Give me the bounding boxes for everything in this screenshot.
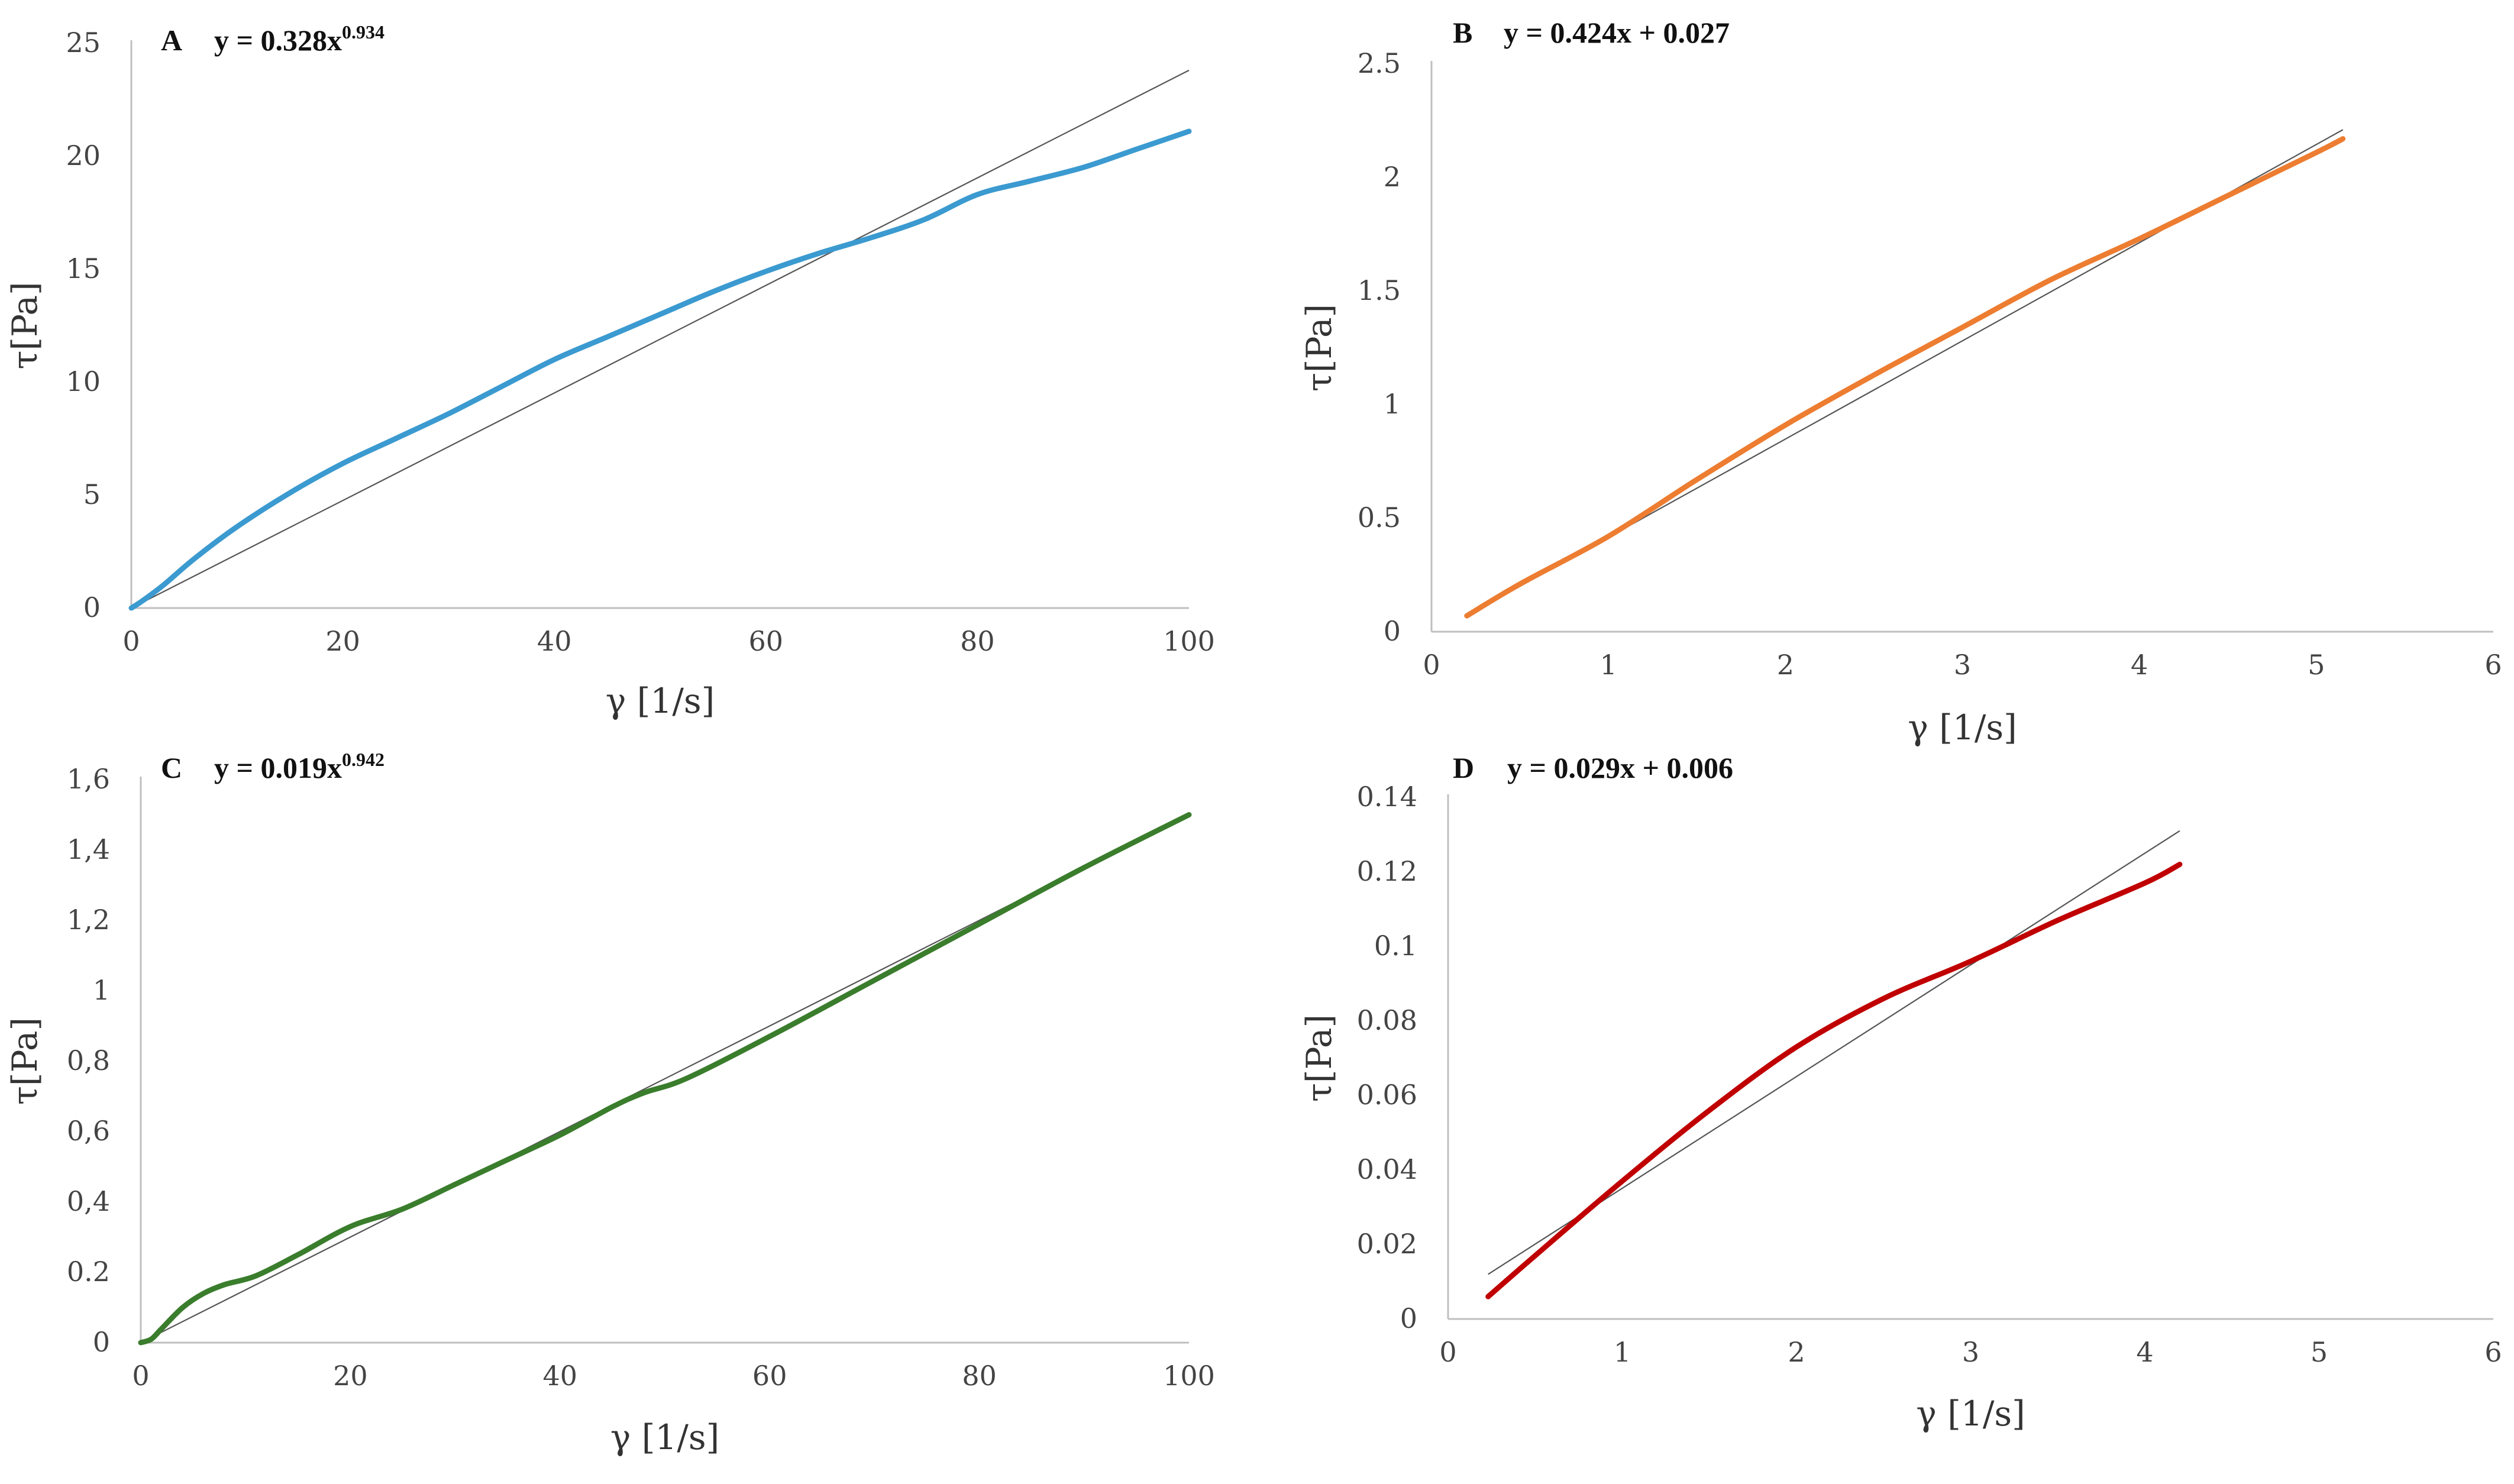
panel-b-x-tick-label: 2 <box>1777 649 1794 681</box>
panel-d-x-tick-label: 3 <box>1962 1336 1979 1368</box>
panel-a-y-tick-label: 10 <box>66 366 101 397</box>
panel-a-y-tick-label: 15 <box>66 253 101 284</box>
panel-d: 0 0.02 0.04 0.06 0.08 0.1 0.12 0.14 0 1 2 3 4 5 6 γ [1/… <box>1299 751 2502 1434</box>
panel-b-y-tick-label: 1 <box>1384 388 1401 420</box>
panel-b-x-axis-title: γ [1/s] <box>1908 707 2017 748</box>
panel-c-y-tick-label: 0,8 <box>67 1045 110 1076</box>
panel-d-equation: y = 0.029x + 0.006 <box>1507 751 1733 784</box>
panel-b-measured-curve <box>1464 136 2346 619</box>
panel-d-y-tick-label: 0.02 <box>1357 1228 1417 1260</box>
panel-a-x-tick-label: 20 <box>325 625 360 657</box>
panel-d-x-axis-title: γ [1/s] <box>1916 1394 2025 1434</box>
panel-b-y-tick-label: 2.5 <box>1358 47 1401 79</box>
panel-c-equation: y = 0.019x0.942 <box>214 749 384 784</box>
panel-a-y-tick-label: 5 <box>83 478 101 510</box>
panel-c: 0 0.2 0,4 0,6 0,8 1 1,2 1,4 1,6 0 20 40 60 80 100 γ [1/… <box>5 749 1215 1457</box>
panel-d-x-tick-label: 2 <box>1788 1336 1805 1368</box>
panel-b-y-tick-label: 1.5 <box>1358 274 1401 306</box>
panel-a-equation: y = 0.328x0.934 <box>214 21 384 57</box>
panel-b-y-tick-label: 0 <box>1384 615 1401 647</box>
panel-d-x-tick-label: 5 <box>2311 1336 2328 1368</box>
panel-c-y-tick-label: 0.2 <box>67 1256 110 1288</box>
panel-a: 0 5 10 15 20 25 0 20 40 60 80 100 γ [1/s] τ[Pa] A y = 0… <box>5 21 1215 721</box>
panel-c-y-tick-label: 1,6 <box>67 763 110 795</box>
panel-a-fit-line <box>131 69 1190 609</box>
panel-b-y-axis-title: τ[Pa] <box>1299 304 1339 392</box>
panel-c-x-tick-label: 80 <box>962 1360 997 1392</box>
panel-d-y-tick-label: 0.06 <box>1357 1079 1417 1111</box>
panel-d-y-tick-label: 0.08 <box>1357 1004 1417 1036</box>
panel-a-x-tick-label: 60 <box>749 625 784 657</box>
panel-a-y-tick-label: 25 <box>66 27 101 59</box>
panel-a-x-tick-label: 80 <box>960 625 995 657</box>
panel-d-y-tick-label: 0.04 <box>1357 1153 1417 1185</box>
panel-c-y-tick-label: 1,2 <box>67 904 110 936</box>
panel-d-measured-curve <box>1485 861 2183 1299</box>
panel-c-y-tick-label: 0 <box>93 1326 110 1358</box>
panel-c-y-axis-title: τ[Pa] <box>5 1017 45 1105</box>
panel-a-measured-curve <box>128 128 1192 611</box>
panel-d-y-tick-label: 0.12 <box>1357 855 1417 887</box>
panel-d-y-tick-label: 0.14 <box>1357 781 1417 813</box>
panel-c-y-tick-label: 0,6 <box>67 1115 110 1147</box>
panel-b-equation: y = 0.424x + 0.027 <box>1504 16 1730 49</box>
panel-b-x-tick-label: 4 <box>2131 649 2148 681</box>
panel-d-y-tick-label: 0.1 <box>1374 930 1417 962</box>
panel-c-x-tick-label: 60 <box>752 1360 787 1392</box>
panel-b: 0 0.5 1 1.5 2 2.5 0 1 2 3 4 5 6 γ [1/s] τ[Pa] B y = 0.42… <box>1299 16 2502 748</box>
panel-d-x-tick-label: 0 <box>1439 1336 1456 1368</box>
panel-b-y-tick-label: 2 <box>1384 161 1401 193</box>
panel-c-y-tick-label: 1 <box>93 974 110 1006</box>
panel-a-y-tick-label: 20 <box>66 140 101 172</box>
panel-d-letter: D <box>1453 751 1474 784</box>
panel-c-x-tick-label: 40 <box>543 1360 578 1392</box>
panel-a-y-tick-label: 0 <box>83 591 101 623</box>
panel-a-x-tick-label: 100 <box>1163 625 1215 657</box>
panel-a-x-tick-label: 0 <box>122 625 140 657</box>
panel-c-x-axis-title: γ [1/s] <box>610 1417 720 1457</box>
panel-c-measured-curve <box>138 812 1192 1346</box>
panel-d-y-axis-title: τ[Pa] <box>1299 1014 1339 1102</box>
panel-c-x-tick-label: 100 <box>1163 1360 1215 1392</box>
panel-c-y-tick-label: 0,4 <box>67 1185 110 1217</box>
panel-c-x-tick-label: 20 <box>333 1360 368 1392</box>
panel-c-x-tick-label: 0 <box>132 1360 149 1392</box>
panel-b-x-tick-label: 6 <box>2484 649 2502 681</box>
panel-d-y-tick-label: 0 <box>1400 1302 1417 1334</box>
panel-d-x-tick-label: 1 <box>1614 1336 1631 1368</box>
panel-a-x-tick-label: 40 <box>537 625 572 657</box>
panel-b-x-tick-label: 0 <box>1423 649 1440 681</box>
panel-b-x-tick-label: 1 <box>1600 649 1617 681</box>
panel-d-x-tick-label: 4 <box>2136 1336 2153 1368</box>
panel-b-letter: B <box>1453 16 1472 49</box>
panel-a-x-axis-title: γ [1/s] <box>606 681 715 721</box>
panel-b-x-tick-label: 3 <box>1954 649 1971 681</box>
panel-b-x-tick-label: 5 <box>2308 649 2325 681</box>
panel-d-x-tick-label: 6 <box>2484 1336 2502 1368</box>
panel-b-y-tick-label: 0.5 <box>1358 502 1401 534</box>
panel-c-y-tick-label: 1,4 <box>67 833 110 865</box>
panel-c-letter: C <box>161 751 182 784</box>
panel-a-y-axis-title: τ[Pa] <box>5 282 45 369</box>
panel-a-letter: A <box>161 24 182 57</box>
